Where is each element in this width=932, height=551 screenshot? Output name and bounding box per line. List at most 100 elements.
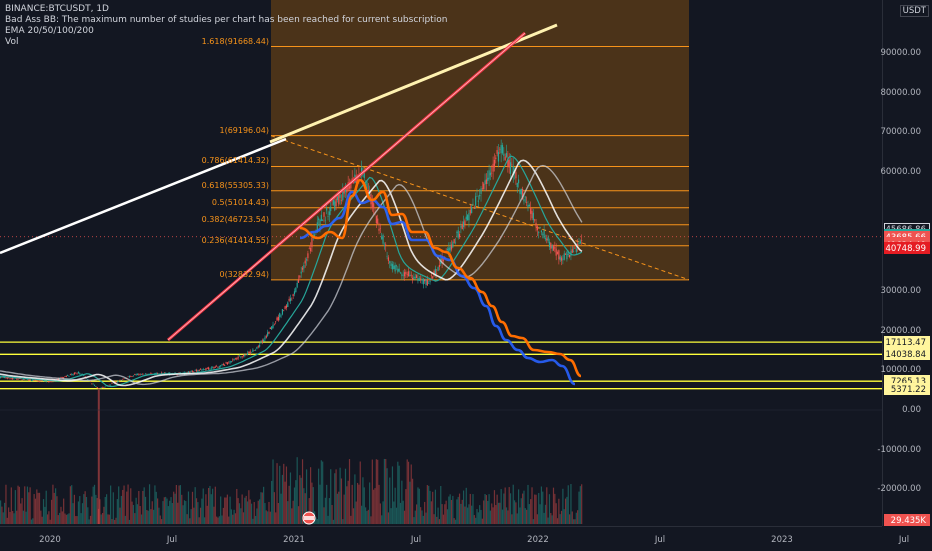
candle-body	[72, 373, 74, 375]
candle-body	[254, 350, 257, 351]
ema-50-line	[0, 159, 583, 387]
candle-body	[263, 339, 265, 342]
chart-pane[interactable]: 1.618(91668.44) 1(69196.04) 0.786(61414.32…	[0, 0, 882, 526]
candle-body	[287, 302, 289, 307]
candle-body	[0, 376, 2, 379]
volume-bar	[241, 494, 243, 524]
candle-body	[393, 265, 395, 270]
volume-bar	[319, 484, 321, 524]
volume-bar	[271, 480, 273, 524]
price-badge[interactable]: 5371.22	[884, 382, 930, 395]
volume-bar	[281, 474, 284, 524]
volume-bar	[284, 481, 286, 524]
candle-body	[305, 259, 308, 261]
candle-body	[405, 271, 407, 274]
candle-body	[265, 335, 267, 338]
candle-body	[382, 234, 384, 244]
volume-bar	[202, 488, 204, 524]
volume-bar	[222, 507, 224, 524]
volume-bar	[142, 490, 144, 524]
legend-indicator-bb[interactable]: Bad Ass BB: The maximum number of studie…	[5, 15, 448, 25]
volume-bar	[134, 513, 136, 524]
time-tick-label: Jul	[654, 535, 666, 545]
volume-bar	[245, 495, 247, 524]
volume-bar	[352, 508, 355, 524]
candle-body	[394, 265, 396, 272]
volume-bar	[324, 497, 326, 524]
volume-bar	[414, 510, 416, 524]
volume-bar	[442, 514, 445, 524]
volume-bar	[50, 499, 53, 524]
volume-bar	[147, 510, 149, 524]
volume-bar	[571, 511, 573, 524]
volume-bar	[154, 485, 156, 524]
volume-bar	[275, 512, 277, 524]
candle-body	[260, 342, 262, 343]
candle-body	[5, 377, 7, 379]
volume-bar	[136, 504, 139, 524]
volume-bar	[185, 501, 187, 524]
volume-bar	[28, 492, 30, 524]
volume-bar	[441, 504, 443, 524]
currency-label[interactable]: USDT	[899, 5, 929, 17]
volume-bar	[250, 503, 253, 524]
price-badge[interactable]: 17113.47	[884, 336, 930, 349]
volume-bar	[401, 480, 403, 524]
candle-body	[224, 364, 226, 366]
candle-body	[73, 372, 75, 375]
volume-bar	[374, 488, 376, 524]
candle-body	[189, 371, 191, 373]
volume-bar	[457, 496, 459, 524]
candle-body	[331, 204, 333, 206]
candle-body	[87, 378, 89, 380]
volume-bar	[252, 518, 254, 524]
time-tick-label: 2021	[283, 535, 305, 545]
volume-bar	[217, 517, 219, 524]
price-badge[interactable]: 14038.84	[884, 348, 930, 361]
candle-body	[464, 220, 466, 225]
candle-body	[536, 226, 538, 231]
price-tick-label: -10000.00	[877, 444, 921, 455]
volume-bar	[367, 509, 369, 524]
legend-symbol[interactable]: BINANCE:BTCUSDT, 1D	[5, 4, 109, 14]
candle-body	[236, 358, 238, 360]
volume-bar	[501, 509, 504, 524]
volume-bar	[123, 485, 125, 524]
volume-bar	[166, 498, 168, 524]
legend-indicator-vol[interactable]: Vol	[5, 37, 19, 47]
candle-body	[275, 321, 277, 323]
volume-bar	[578, 491, 580, 524]
candle-body	[193, 371, 195, 373]
price-badge[interactable]: 40748.99	[884, 242, 930, 255]
price-badge[interactable]: 29.435K	[884, 514, 930, 527]
volume-bar	[112, 492, 114, 524]
volume-bar	[411, 478, 414, 524]
candle-body	[199, 369, 202, 370]
volume-bar	[433, 514, 435, 524]
volume-bar	[225, 497, 227, 524]
candle-body	[571, 249, 573, 253]
candle-body	[438, 264, 441, 267]
legend-indicator-ema[interactable]: EMA 20/50/100/200	[5, 26, 94, 36]
volume-bar	[111, 519, 113, 524]
volume-bar	[526, 509, 528, 524]
price-chart[interactable]	[0, 0, 882, 526]
candle-body	[375, 216, 377, 224]
volume-bar	[461, 499, 463, 524]
volume-bar	[124, 515, 126, 524]
candle-body	[221, 364, 223, 366]
candle-body	[550, 242, 552, 249]
volume-bar	[556, 518, 559, 524]
candle-body	[472, 203, 474, 205]
candle-body	[457, 230, 459, 238]
candle-body	[128, 375, 131, 378]
volume-bar	[365, 507, 367, 524]
volume-bar	[371, 459, 373, 524]
candle-body	[146, 374, 148, 375]
volume-bar	[416, 504, 418, 524]
volume-bar	[512, 484, 514, 524]
candle-body	[30, 380, 33, 381]
candle-body	[194, 370, 196, 371]
time-axis[interactable]: 2020 Jul 2021 Jul 2022 Jul 2023 Jul	[0, 526, 909, 551]
price-axis[interactable]: USDT 90000.00 80000.00 70000.00 60000.00 300…	[877, 0, 932, 527]
